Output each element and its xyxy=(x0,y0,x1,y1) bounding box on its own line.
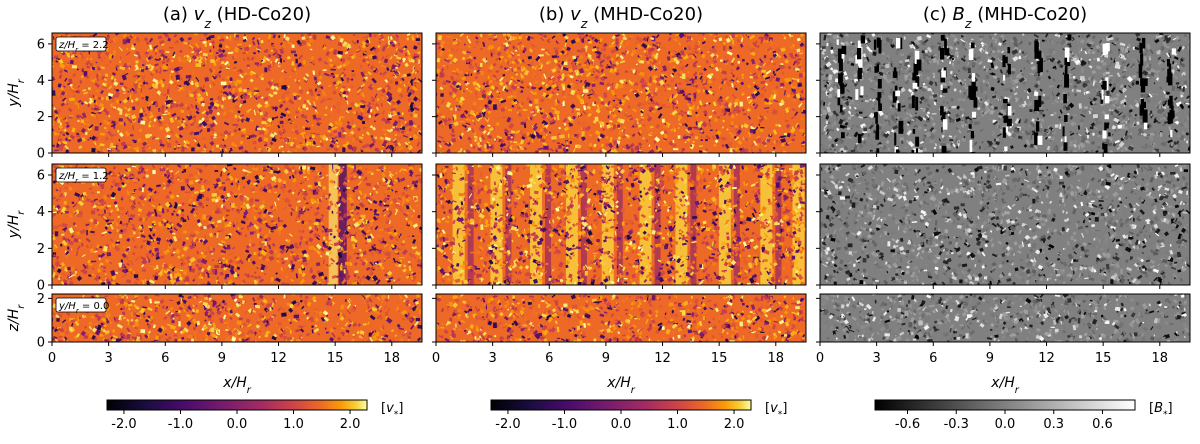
slice-annotation: z/Hr = 2.2 xyxy=(58,40,109,54)
x-tick-label: 12 xyxy=(270,351,287,366)
colorbar-gradient xyxy=(106,399,368,411)
panel-frame xyxy=(51,32,423,154)
panel-vz-mhd-co20-row-1 xyxy=(432,32,807,157)
x-tick-label: 15 xyxy=(711,351,728,366)
y-tick-label: 0 xyxy=(37,336,45,351)
y-tick-label: 6 xyxy=(37,37,45,52)
colorbar-tick-label: 0.3 xyxy=(1043,417,1064,432)
colorbar-vz-2: -2.0 -1.0 0.0 1.0 2.0 [v*] xyxy=(490,399,787,432)
panel-vz-hd-co20-row-2: 0 2 4 6 z/Hr = 1.2 xyxy=(37,163,423,294)
x-tick-label: 18 xyxy=(384,351,401,366)
slice-annotation-box xyxy=(55,36,107,52)
panel-Bz-mhd-co20-row-3 xyxy=(816,293,1191,346)
panel-Bz-mhd-co20-row-1 xyxy=(816,32,1191,157)
x-axis-label: x/Hr xyxy=(990,375,1020,396)
colorbar-tick-label: 1.0 xyxy=(667,417,688,432)
x-tick-label: 12 xyxy=(654,351,671,366)
y-tick-label: 0 xyxy=(37,279,45,294)
colorbar-bz-3: -0.6 -0.3 0.0 0.3 0.6 [B*] xyxy=(874,399,1173,432)
x-tick-label: 18 xyxy=(1152,351,1169,366)
x-tick-label: 9 xyxy=(602,351,610,366)
colorbar-unit: [v*] xyxy=(381,401,403,420)
x-tick-label: 18 xyxy=(768,351,785,366)
x-tick-label: 0 xyxy=(816,351,824,366)
x-tick-label: 3 xyxy=(488,351,496,366)
colorbar-tick-label: -2.0 xyxy=(495,417,520,432)
x-tick-label: 3 xyxy=(872,351,880,366)
panel-vz-hd-co20-row-1: 0 2 4 6 z/Hr = 2.2 xyxy=(37,32,423,162)
column-title: (c) Bz (MHD-Co20) xyxy=(923,4,1087,31)
colorbar-unit: [v*] xyxy=(765,401,787,420)
colorbar-tick-label: 2.0 xyxy=(724,417,745,432)
panel-Bz-mhd-co20-row-2 xyxy=(816,163,1191,289)
panel-vz-mhd-co20-row-3 xyxy=(432,293,807,346)
y-axis-label: z/Hr xyxy=(6,304,27,333)
column-title: (a) vz (HD-Co20) xyxy=(163,4,311,31)
y-axis-label: y/Hr xyxy=(6,78,27,108)
x-tick-label: 0 xyxy=(432,351,440,366)
y-tick-label: 4 xyxy=(37,205,45,220)
panel-frame xyxy=(435,163,807,286)
colorbar-tick-label: 1.0 xyxy=(283,417,304,432)
colorbar-tick-label: -1.0 xyxy=(552,417,577,432)
panel-frame xyxy=(819,32,1191,154)
y-axis-label: y/Hr xyxy=(6,210,27,240)
panel-frame xyxy=(819,163,1191,286)
x-tick-label: 9 xyxy=(986,351,994,366)
colorbar-vz-1: -2.0 -1.0 0.0 1.0 2.0 [v*] xyxy=(106,399,403,432)
colorbar-tick-label: -0.3 xyxy=(944,417,969,432)
x-tick-label: 3 xyxy=(104,351,112,366)
y-tick-label: 4 xyxy=(37,74,45,89)
panel-frame xyxy=(51,293,423,343)
colorbar-tick-label: 2.0 xyxy=(340,417,361,432)
colorbar-unit: [B*] xyxy=(1149,401,1173,420)
x-tick-label: 6 xyxy=(545,351,553,366)
colorbar-tick-label: -2.0 xyxy=(111,417,136,432)
x-tick-label: 6 xyxy=(929,351,937,366)
panel-frame xyxy=(819,293,1191,343)
colorbar-gradient xyxy=(490,399,752,411)
panel-frame xyxy=(435,293,807,343)
colorbar-tick-label: 0.6 xyxy=(1092,417,1113,432)
colorbar-tick-label: -0.6 xyxy=(895,417,920,432)
y-tick-label: 0 xyxy=(37,147,45,162)
y-tick-label: 2 xyxy=(37,242,45,257)
y-tick-label: 6 xyxy=(37,169,45,184)
panel-vz-hd-co20-row-3: 0 2 y/Hr = 0.0 xyxy=(37,292,423,351)
x-tick-label: 15 xyxy=(1095,351,1112,366)
panel-vz-mhd-co20-row-2 xyxy=(432,163,807,289)
colorbar-tick-label: 0.0 xyxy=(995,417,1016,432)
colorbar-gradient xyxy=(874,399,1136,411)
colorbar-tick-label: 0.0 xyxy=(611,417,632,432)
slice-annotation: z/Hr = 1.2 xyxy=(58,171,109,185)
panel-frame xyxy=(51,163,423,286)
slice-annotation-box xyxy=(55,297,107,313)
x-tick-label: 15 xyxy=(327,351,344,366)
x-tick-label: 9 xyxy=(218,351,226,366)
x-axis-label: x/Hr xyxy=(222,375,252,396)
colorbar-tick-label: 0.0 xyxy=(227,417,248,432)
x-tick-label: 6 xyxy=(161,351,169,366)
y-tick-label: 2 xyxy=(37,292,45,307)
slice-annotation: y/Hr = 0.0 xyxy=(58,301,109,315)
colorbar-tick-label: -1.0 xyxy=(168,417,193,432)
column-title: (b) vz (MHD-Co20) xyxy=(539,4,703,31)
y-tick-label: 2 xyxy=(37,110,45,125)
x-axis-label: x/Hr xyxy=(606,375,636,396)
x-tick-label: 0 xyxy=(48,351,56,366)
panel-frame xyxy=(435,32,807,154)
slice-annotation-box xyxy=(55,167,107,183)
x-tick-label: 12 xyxy=(1038,351,1055,366)
